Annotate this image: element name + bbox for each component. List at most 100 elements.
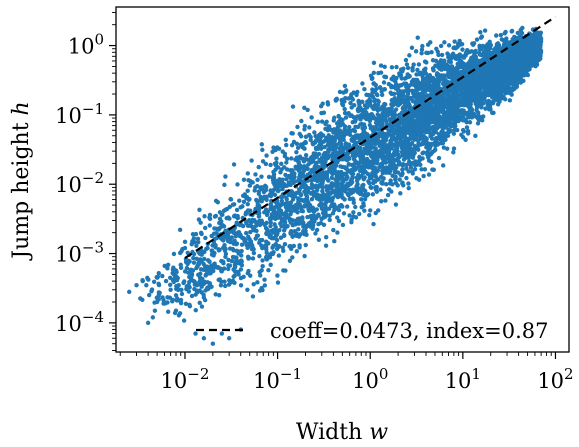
data-point xyxy=(397,112,402,118)
data-point xyxy=(273,241,279,247)
data-point xyxy=(424,60,429,65)
data-point xyxy=(358,116,363,122)
data-point xyxy=(415,35,420,40)
data-point xyxy=(247,217,252,223)
data-point xyxy=(176,313,182,318)
data-point xyxy=(336,207,342,213)
data-point xyxy=(311,209,317,214)
data-point xyxy=(329,181,335,186)
data-point xyxy=(205,245,210,251)
data-point xyxy=(455,112,460,117)
data-point xyxy=(202,214,207,219)
data-point xyxy=(437,118,443,123)
data-point xyxy=(435,49,440,54)
data-point xyxy=(195,236,201,242)
data-point xyxy=(312,177,317,182)
data-point xyxy=(358,137,363,142)
data-point xyxy=(413,132,418,137)
data-point xyxy=(365,171,370,176)
data-point xyxy=(376,99,381,105)
data-point xyxy=(209,252,215,257)
data-point xyxy=(384,122,390,127)
data-point xyxy=(372,127,377,132)
data-point xyxy=(245,202,250,207)
data-point xyxy=(300,179,305,185)
data-point xyxy=(379,199,384,204)
data-point xyxy=(450,96,455,101)
data-point xyxy=(250,256,256,261)
data-point xyxy=(518,50,523,55)
data-point xyxy=(401,81,407,86)
data-point xyxy=(366,150,371,155)
data-point xyxy=(440,114,446,120)
data-point xyxy=(450,123,455,129)
data-point xyxy=(187,302,192,308)
data-point xyxy=(271,250,276,255)
data-point xyxy=(289,229,294,234)
data-point xyxy=(373,185,378,190)
data-point xyxy=(413,49,419,54)
data-point xyxy=(275,165,281,170)
data-point xyxy=(425,149,431,155)
data-point xyxy=(368,102,373,108)
data-point xyxy=(255,280,260,285)
data-point xyxy=(245,287,250,292)
data-point xyxy=(474,57,479,63)
data-point xyxy=(524,61,530,66)
data-point xyxy=(337,141,342,146)
data-point xyxy=(349,92,354,97)
data-point xyxy=(343,89,349,94)
data-point xyxy=(382,64,387,70)
data-point xyxy=(297,154,303,159)
data-point xyxy=(386,168,391,173)
data-point xyxy=(233,264,238,269)
data-point xyxy=(442,40,447,45)
data-point xyxy=(404,62,410,67)
data-point xyxy=(207,212,213,218)
data-point xyxy=(471,54,477,60)
data-point xyxy=(239,248,244,254)
data-point xyxy=(392,170,398,175)
data-point xyxy=(421,140,426,145)
data-point xyxy=(329,203,334,209)
data-point xyxy=(250,224,255,230)
data-point xyxy=(197,207,202,212)
data-point xyxy=(507,46,513,52)
data-point xyxy=(338,134,343,140)
data-point xyxy=(234,220,239,225)
data-point xyxy=(324,176,330,181)
data-point xyxy=(276,253,282,258)
data-point xyxy=(259,218,264,223)
data-point xyxy=(497,66,502,72)
data-point xyxy=(184,265,190,271)
data-point xyxy=(428,111,434,116)
data-point xyxy=(412,137,417,142)
data-point xyxy=(209,263,214,268)
data-point xyxy=(300,216,305,222)
data-point xyxy=(325,102,331,107)
data-point xyxy=(313,231,318,236)
data-point xyxy=(318,103,324,109)
data-point xyxy=(349,219,354,225)
data-point xyxy=(408,151,413,157)
data-point xyxy=(503,29,508,35)
data-point xyxy=(234,255,239,260)
data-point xyxy=(256,164,261,170)
data-point xyxy=(458,59,463,64)
data-point xyxy=(237,198,242,203)
data-point xyxy=(451,150,456,155)
data-point xyxy=(424,109,429,114)
data-point xyxy=(426,158,432,163)
data-point xyxy=(256,203,262,208)
data-point xyxy=(347,132,353,137)
data-point xyxy=(160,273,165,279)
data-point xyxy=(437,103,442,108)
data-point xyxy=(424,50,429,56)
data-point xyxy=(331,127,337,132)
data-point xyxy=(465,131,471,136)
data-point xyxy=(404,162,409,168)
data-point xyxy=(437,121,443,127)
data-point xyxy=(345,183,350,189)
data-point xyxy=(226,263,231,268)
data-point xyxy=(333,193,338,198)
